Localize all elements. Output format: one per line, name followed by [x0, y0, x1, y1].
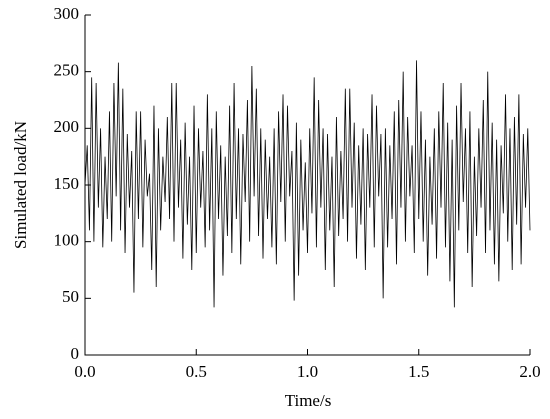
x-tick-label: 0.0 — [74, 362, 95, 381]
y-tick-label: 250 — [54, 61, 80, 80]
y-tick-label: 0 — [71, 344, 80, 363]
x-tick-label: 2.0 — [519, 362, 540, 381]
y-tick-label: 100 — [54, 231, 80, 250]
x-axis-label: Time/s — [285, 391, 332, 410]
load-line — [84, 60, 531, 308]
y-axis-label: Simulated load/kN — [11, 121, 30, 249]
x-tick-label: 0.5 — [186, 362, 207, 381]
y-tick-label: 150 — [54, 174, 80, 193]
x-tick-label: 1.0 — [297, 362, 318, 381]
x-tick-label: 1.5 — [408, 362, 429, 381]
y-tick-label: 50 — [62, 287, 79, 306]
y-tick-label: 200 — [54, 117, 80, 136]
y-tick-label: 300 — [54, 4, 80, 23]
